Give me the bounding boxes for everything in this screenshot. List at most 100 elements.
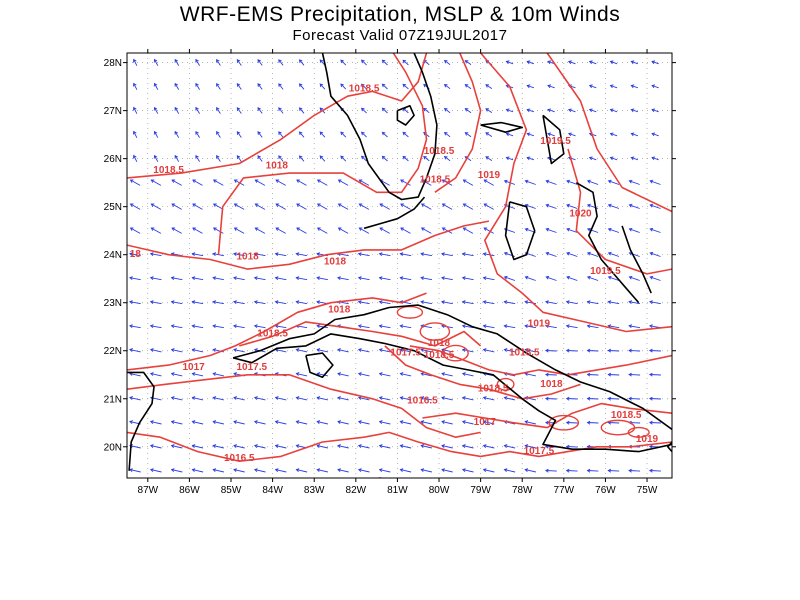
wind-arrow [191, 468, 204, 473]
wind-arrow [443, 59, 451, 66]
wind-arrow [586, 179, 599, 185]
wind-arrow [400, 227, 411, 234]
wind-arrow [586, 275, 599, 281]
wind-arrow [420, 276, 433, 281]
wind-arrow [441, 468, 453, 473]
wind-arrow [649, 396, 661, 401]
wind-arrow [295, 372, 308, 377]
wind-arrow [485, 156, 493, 161]
wind-arrow [149, 348, 162, 353]
isobar-label: 18 [130, 249, 142, 260]
wind-arrow [236, 82, 242, 90]
wind-arrow [443, 131, 451, 138]
lat-tick-label: 20N [104, 442, 122, 453]
wind-arrow [337, 227, 349, 234]
wind-arrow [400, 203, 411, 210]
lat-tick-label: 27N [104, 106, 122, 117]
wind-arrow [319, 83, 326, 90]
wind-arrow [153, 58, 159, 66]
wind-arrow [461, 276, 474, 281]
wind-arrow [195, 82, 200, 90]
wind-arrow [586, 420, 599, 425]
wind-arrow [526, 156, 535, 161]
wind-arrow [191, 396, 204, 401]
wind-arrow [482, 300, 495, 305]
wind-arrow [547, 84, 555, 89]
wind-arrow [319, 155, 326, 162]
wind-arrow [441, 420, 453, 425]
wind-arrow [295, 252, 308, 257]
wind-arrow [420, 179, 432, 186]
isobar-line [546, 53, 672, 213]
wind-arrow [216, 106, 221, 114]
coastline [232, 333, 672, 453]
coastline [480, 121, 523, 133]
wind-arrow [524, 275, 536, 281]
lon-tick-label: 78W [512, 485, 533, 496]
wind-arrow [149, 324, 162, 329]
wind-arrow [378, 444, 391, 449]
wind-arrow [628, 324, 641, 329]
wind-arrow [567, 60, 576, 65]
wind-arrow [524, 348, 536, 353]
wind-arrow [358, 227, 370, 234]
wind-arrow [586, 324, 599, 329]
wind-arrow [524, 372, 536, 377]
wind-arrow [462, 227, 474, 234]
wind-arrow [420, 396, 432, 401]
wind-arrow [649, 203, 661, 209]
wind-arrow [607, 396, 620, 401]
wind-arrow [649, 468, 661, 473]
wind-arrow [378, 276, 391, 281]
wind-arrow [378, 324, 391, 329]
wind-arrow [461, 324, 474, 329]
wind-arrow [630, 84, 639, 89]
wind-arrow [565, 348, 578, 353]
wind-arrow [586, 396, 599, 401]
wind-arrow [399, 324, 412, 329]
wind-arrow [337, 444, 349, 449]
wind-arrow [296, 203, 307, 210]
lat-tick-label: 26N [104, 154, 122, 165]
wind-arrow [296, 227, 307, 234]
wind-arrow [150, 227, 162, 234]
wind-arrow [254, 203, 266, 210]
wind-arrow [360, 83, 367, 90]
coastline [232, 304, 672, 431]
wind-arrow [298, 107, 305, 114]
wind-arrow [212, 420, 224, 425]
wind-arrow [192, 227, 203, 234]
isobar-label: 1018 [236, 252, 259, 263]
isobar-label: 1016.5 [407, 396, 438, 407]
lat-tick-label: 25N [104, 202, 122, 213]
isobar-label: 1018.5 [424, 146, 455, 157]
wind-arrow [524, 420, 536, 425]
isobar-label: 1019 [478, 170, 501, 181]
wind-arrow [129, 179, 141, 186]
coastline [396, 105, 415, 126]
wind-arrow [381, 83, 388, 90]
wind-arrow [129, 348, 141, 353]
lon-tick-label: 75W [637, 485, 658, 496]
wind-arrow [274, 444, 287, 449]
wind-arrow [485, 84, 493, 89]
wind-arrow [340, 155, 347, 162]
wind-arrow [379, 227, 390, 234]
wind-arrow [503, 396, 516, 401]
wind-arrow [628, 468, 641, 473]
wind-arrow [378, 300, 391, 305]
wind-arrow [545, 227, 557, 233]
wind-arrow [607, 251, 620, 257]
isobar-line [434, 53, 482, 193]
wind-arrow [337, 203, 349, 210]
lat-tick-label: 23N [104, 298, 122, 309]
wind-arrow [464, 108, 472, 114]
wind-arrow [153, 130, 159, 138]
wind-arrow [149, 252, 162, 257]
wind-arrow [129, 276, 141, 281]
wind-arrow [171, 203, 182, 210]
wind-arrow [358, 179, 370, 186]
wind-arrow [462, 203, 474, 210]
wind-arrow [545, 179, 557, 185]
isobar-label: 1018.5 [349, 83, 380, 94]
